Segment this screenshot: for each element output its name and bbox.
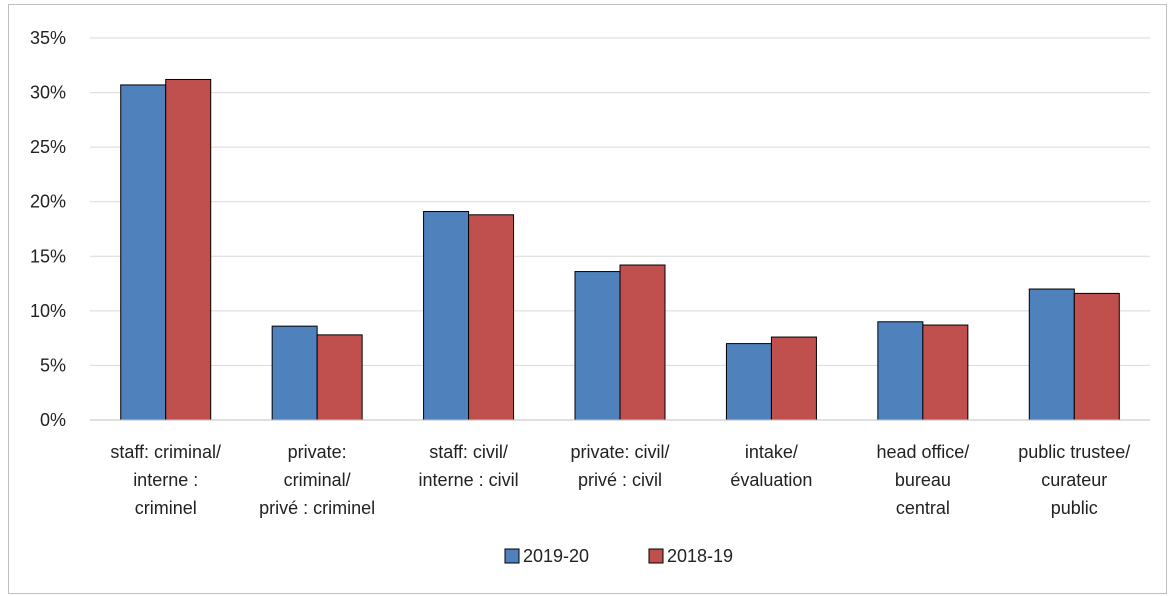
y-axis: 0% 5% 10% 15% 20% 25% 30% 35% bbox=[30, 28, 66, 430]
legend-label: 2018-19 bbox=[667, 546, 733, 566]
x-tick-label: public trustee/curateur public bbox=[1018, 442, 1130, 518]
legend: 2019-20 2018-19 bbox=[504, 546, 733, 566]
bar bbox=[574, 271, 621, 421]
bar bbox=[1028, 288, 1075, 421]
y-tick-label: 35% bbox=[30, 28, 66, 48]
x-tick-label: head office/bureau central bbox=[876, 442, 969, 518]
bar bbox=[619, 264, 666, 421]
y-tick-label: 20% bbox=[30, 192, 66, 212]
bar bbox=[877, 321, 924, 421]
y-tick-label: 25% bbox=[30, 137, 66, 157]
x-tick-label: staff: criminal/interne : criminel bbox=[110, 442, 221, 518]
bar bbox=[1073, 292, 1120, 421]
y-tick-label: 30% bbox=[30, 83, 66, 103]
bar bbox=[770, 336, 817, 421]
y-tick-label: 5% bbox=[40, 355, 66, 375]
x-tick-label: private: criminal/privé : criminel bbox=[259, 442, 375, 518]
x-tick-label: private: civil/privé : civil bbox=[570, 442, 669, 490]
bar bbox=[316, 334, 363, 421]
bar bbox=[165, 78, 212, 421]
x-tick-label: staff: civil/interne : civil bbox=[419, 442, 519, 490]
legend-swatch bbox=[504, 548, 520, 564]
bar bbox=[271, 325, 318, 421]
gridlines bbox=[90, 37, 1150, 366]
y-tick-label: 15% bbox=[30, 246, 66, 266]
bar bbox=[120, 84, 167, 421]
y-tick-label: 10% bbox=[30, 301, 66, 321]
legend-swatch bbox=[648, 548, 664, 564]
bar bbox=[922, 324, 969, 421]
x-axis: staff: criminal/interne : criminel private… bbox=[110, 442, 1130, 518]
y-tick-label: 0% bbox=[40, 410, 66, 430]
bar bbox=[725, 343, 772, 421]
bar bbox=[423, 211, 470, 421]
legend-label: 2019-20 bbox=[523, 546, 589, 566]
bars bbox=[120, 78, 1120, 421]
bar bbox=[468, 214, 515, 421]
x-tick-label: intake/évaluation bbox=[730, 442, 812, 490]
